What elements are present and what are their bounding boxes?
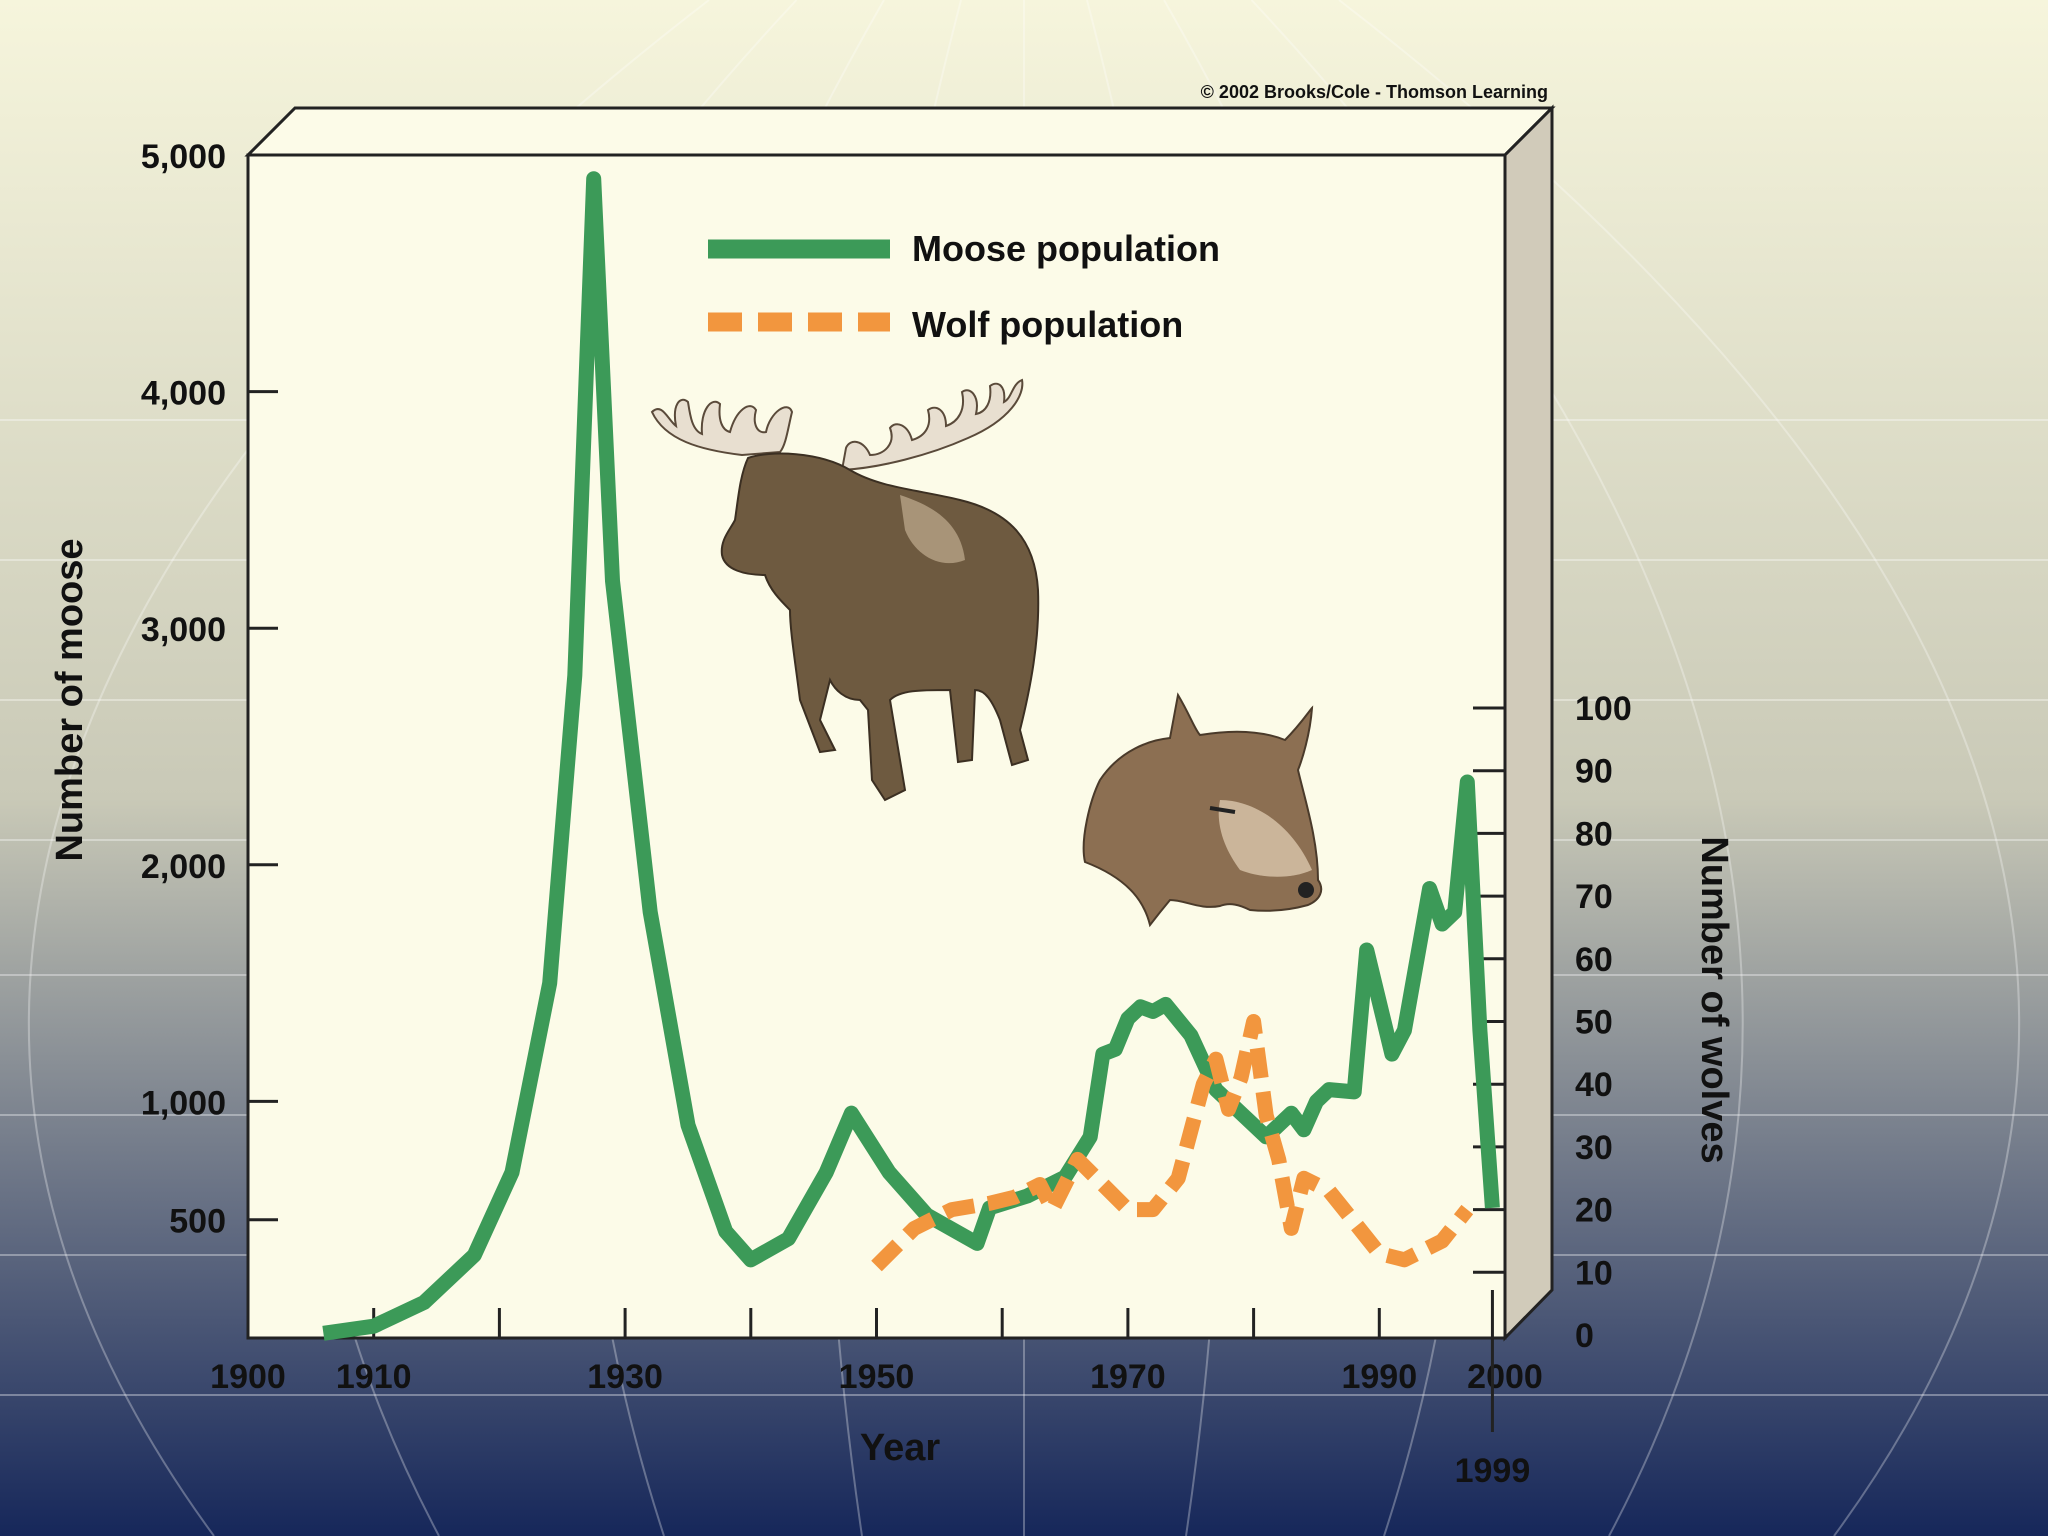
left-axis-tick-label: 4,000 bbox=[141, 375, 226, 413]
legend: Moose population Wolf population bbox=[708, 228, 1220, 345]
wolf-illustration bbox=[1082, 692, 1323, 928]
right-axis-tick-label: 10 bbox=[1575, 1254, 1613, 1292]
right-axis-tick-label: 30 bbox=[1575, 1129, 1613, 1167]
moose-antler-right bbox=[840, 378, 1024, 472]
moose-shading bbox=[900, 495, 965, 564]
plot-box-top bbox=[244, 106, 1556, 157]
series-layer bbox=[322, 171, 1500, 1341]
copyright-text: © 2002 Brooks/Cole - Thomson Learning bbox=[1201, 82, 1548, 102]
x-axis: 1900 1910 1930 1950 1970 1990 2000 1999 bbox=[210, 1290, 1543, 1490]
x-axis-tick-label: 1910 bbox=[336, 1358, 412, 1396]
wolf-muzzle bbox=[1218, 800, 1312, 877]
wolf-eye bbox=[1209, 806, 1236, 814]
x-axis-tick-label: 1950 bbox=[839, 1358, 915, 1396]
left-axis-tick-label: 3,000 bbox=[141, 611, 226, 649]
moose-population-line bbox=[322, 171, 1500, 1341]
right-axis-tick-label: 80 bbox=[1575, 815, 1613, 853]
moose-antler-left bbox=[650, 398, 794, 457]
moose-illustration bbox=[650, 378, 1040, 802]
right-axis-tick-label: 90 bbox=[1575, 753, 1613, 791]
left-axis-tick-label: 2,000 bbox=[141, 848, 226, 886]
x-axis-tick-label: 1990 bbox=[1341, 1358, 1417, 1396]
legend-wolf-label: Wolf population bbox=[912, 304, 1183, 345]
left-axis-title: Number of moose bbox=[49, 538, 91, 861]
right-axis-tick-label: 20 bbox=[1575, 1192, 1613, 1230]
right-axis-tick-label: 70 bbox=[1575, 878, 1613, 916]
legend-moose-label: Moose population bbox=[912, 228, 1220, 269]
left-axis-tick-label: 5,000 bbox=[141, 138, 226, 176]
x-axis-title: Year bbox=[860, 1427, 941, 1469]
right-axis-tick-label: 40 bbox=[1575, 1066, 1613, 1104]
right-axis-tick-label: 100 bbox=[1575, 690, 1632, 728]
year-1999-label: 1999 bbox=[1455, 1452, 1531, 1490]
x-axis-tick-label: 1970 bbox=[1090, 1358, 1166, 1396]
x-axis-tick-label: 1930 bbox=[587, 1358, 663, 1396]
x-axis-tick-label: 2000 bbox=[1467, 1358, 1543, 1396]
x-axis-tick-label: 1900 bbox=[210, 1358, 286, 1396]
grid-longitude-line bbox=[1338, 0, 2020, 1536]
right-axis-tick-label: 60 bbox=[1575, 941, 1613, 979]
wolf-nose bbox=[1298, 882, 1314, 898]
right-axis: 0 10 20 30 40 50 60 70 80 90 100 bbox=[1473, 690, 1632, 1355]
right-axis-tick-label: 0 bbox=[1575, 1317, 1594, 1355]
wolf-population-line bbox=[871, 1014, 1474, 1272]
right-axis-tick-label: 50 bbox=[1575, 1004, 1613, 1042]
right-axis-title: Number of wolves bbox=[1693, 836, 1735, 1163]
plot-box-side bbox=[1503, 104, 1554, 1342]
left-axis-tick-label: 500 bbox=[169, 1203, 226, 1241]
left-axis: 500 1,000 2,000 3,000 4,000 5,000 bbox=[141, 138, 278, 1241]
left-axis-tick-label: 1,000 bbox=[141, 1084, 226, 1122]
